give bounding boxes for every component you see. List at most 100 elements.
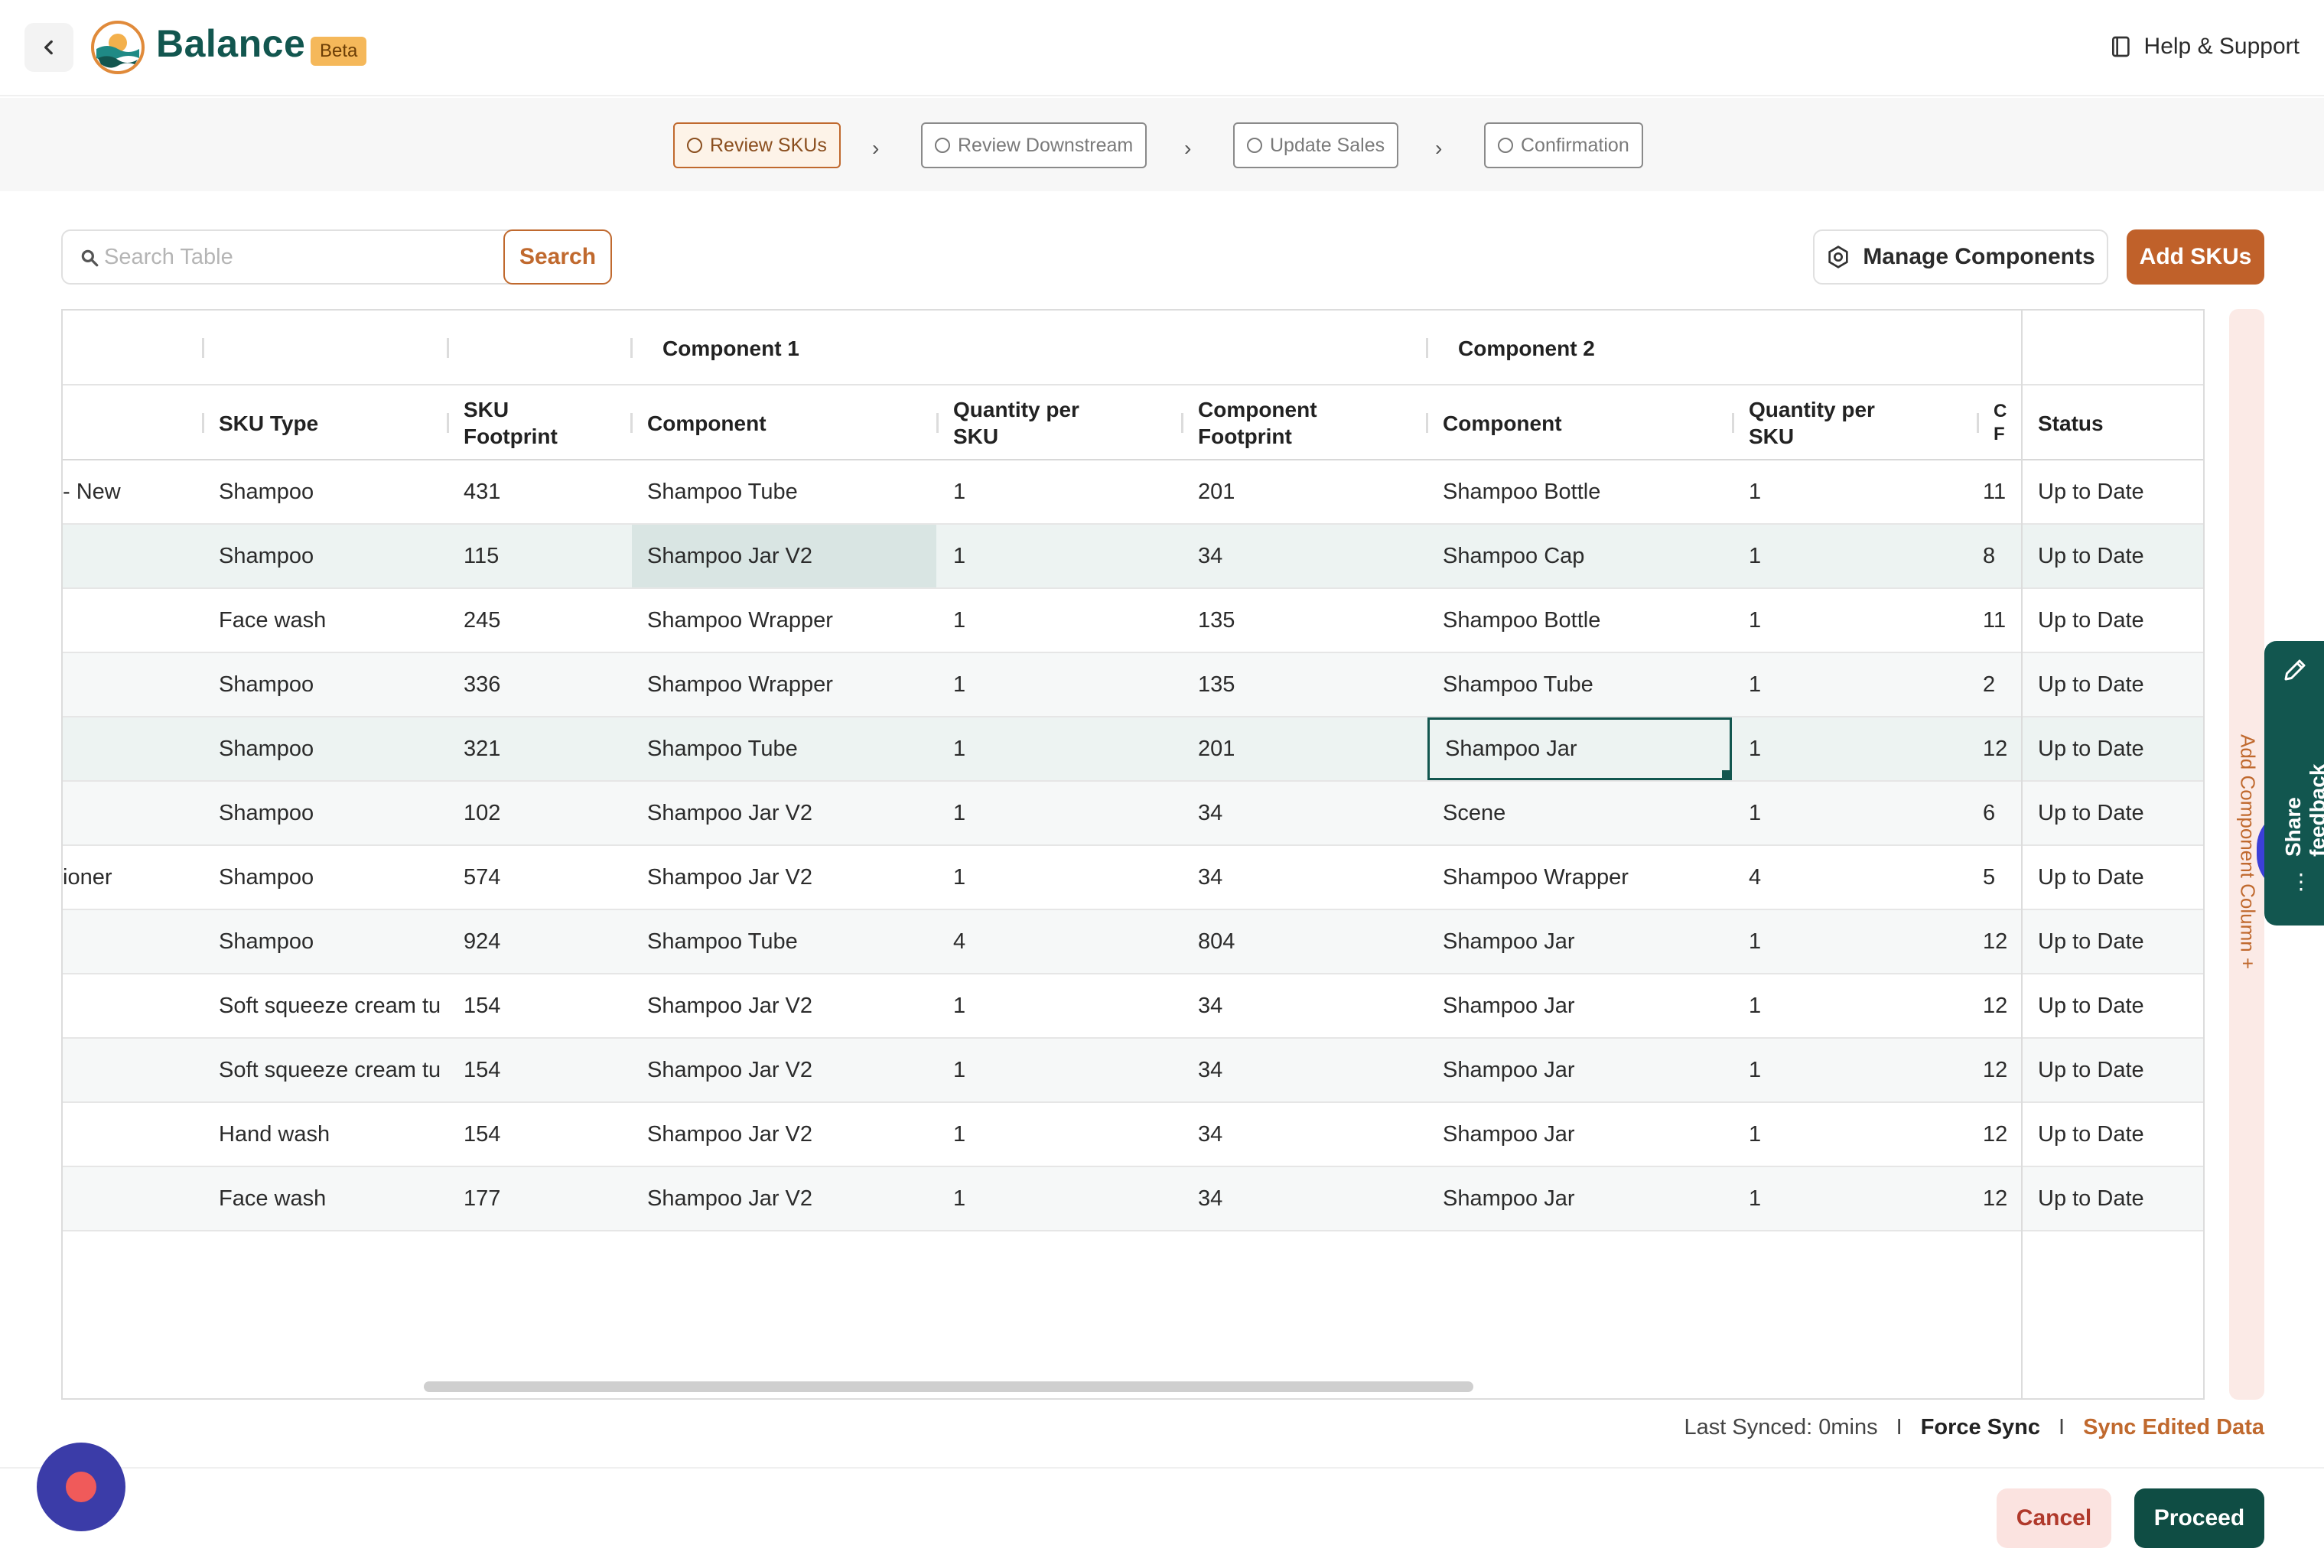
table-row[interactable]: Shampoo 336 Shampoo Wrapper 1 135 Shampoo Tub… — [63, 653, 2203, 717]
cell-sku-type[interactable]: Shampoo — [219, 479, 314, 504]
cell-sku-footprint[interactable]: 154 — [464, 1121, 501, 1147]
table-row[interactable]: Hand wash 154 Shampoo Jar V2 1 34 Shampoo Jar… — [63, 1103, 2203, 1167]
cell-c1-quantity[interactable]: 1 — [953, 800, 966, 825]
cell-c1-component[interactable]: Shampoo Wrapper — [647, 607, 833, 633]
header-sku-type[interactable]: SKU Type — [219, 411, 319, 435]
cell-sku-footprint[interactable]: 115 — [464, 543, 500, 568]
cell-c2-footprint[interactable]: 12 — [1983, 929, 2008, 954]
cell-c1-quantity[interactable]: 1 — [953, 993, 966, 1018]
cell-sku-name[interactable] — [63, 910, 202, 973]
proceed-button[interactable]: Proceed — [2134, 1488, 2264, 1548]
cell-c1-quantity[interactable]: 1 — [953, 607, 966, 633]
header-c2-footprint[interactable]: C F — [1994, 401, 2007, 444]
cell-c1-quantity[interactable]: 1 — [953, 543, 966, 568]
cell-c1-component[interactable]: Shampoo Tube — [647, 736, 798, 761]
cell-c2-footprint[interactable]: 12 — [1983, 1186, 2008, 1211]
cell-c2-component[interactable]: Shampoo Bottle — [1443, 607, 1601, 633]
cell-c1-quantity[interactable]: 4 — [953, 929, 966, 954]
search-input[interactable] — [63, 231, 503, 283]
cell-c2-footprint[interactable]: 8 — [1983, 543, 1996, 568]
cell-c1-component[interactable]: Shampoo Jar V2 — [647, 1057, 813, 1082]
add-skus-button[interactable]: Add SKUs — [2127, 229, 2264, 285]
cell-c2-footprint[interactable]: 11 — [1983, 607, 2007, 633]
share-feedback-button[interactable]: ⋮ — [2264, 641, 2324, 926]
cell-sku-name[interactable] — [63, 1039, 202, 1101]
cell-c2-quantity[interactable]: 1 — [1749, 1121, 1762, 1147]
cell-c1-footprint[interactable]: 135 — [1198, 672, 1235, 697]
cell-c2-footprint[interactable]: 5 — [1983, 864, 1996, 890]
step-confirmation[interactable]: Confirmation — [1484, 122, 1643, 168]
cell-c2-quantity[interactable]: 1 — [1749, 993, 1762, 1018]
cell-c2-quantity[interactable]: 1 — [1749, 1057, 1762, 1082]
cell-sku-type[interactable]: Face wash — [219, 1186, 327, 1211]
back-button[interactable] — [24, 23, 73, 72]
cell-sku-name[interactable] — [63, 525, 202, 587]
search-button[interactable]: Search — [503, 229, 612, 285]
header-c1-component[interactable]: Component — [647, 411, 767, 435]
cell-sku-name[interactable] — [63, 974, 202, 1037]
manage-components-button[interactable]: Manage Components — [1813, 229, 2108, 285]
cell-c2-quantity[interactable]: 1 — [1749, 607, 1762, 633]
cell-c2-component[interactable]: Scene — [1443, 800, 1506, 825]
cell-c2-component[interactable]: Shampoo Cap — [1443, 543, 1585, 568]
cell-c1-component[interactable]: Shampoo Tube — [647, 929, 798, 954]
cell-sku-name[interactable]: - New — [63, 479, 121, 504]
table-row[interactable]: Shampoo 115 Shampoo Jar V2 1 34 Shampoo Cap 1 8… — [63, 525, 2203, 589]
table-row[interactable]: - New Shampoo 431 Shampoo Tube 1 201 Shampoo B… — [63, 460, 2203, 525]
cell-c2-component[interactable]: Shampoo Tube — [1443, 672, 1593, 697]
cell-status[interactable]: Up to Date — [2038, 1121, 2144, 1147]
cell-c2-footprint[interactable]: 12 — [1983, 1121, 2008, 1147]
cell-sku-footprint[interactable]: 177 — [464, 1186, 501, 1211]
cell-c2-component[interactable]: Shampoo Bottle — [1443, 479, 1601, 504]
cell-sku-footprint[interactable]: 154 — [464, 1057, 501, 1082]
force-sync-link[interactable]: Force Sync — [1920, 1415, 2041, 1440]
cell-sku-type[interactable]: Shampoo — [219, 672, 314, 697]
cell-c1-quantity[interactable]: 1 — [953, 479, 966, 504]
cell-c1-component[interactable]: Shampoo Tube — [647, 479, 798, 504]
cell-sku-name[interactable] — [63, 1167, 202, 1230]
cell-c1-component[interactable]: Shampoo Jar V2 — [647, 1186, 813, 1211]
header-sku-footprint[interactable]: SKU Footprint — [464, 398, 558, 448]
horizontal-scrollbar[interactable] — [424, 1381, 1473, 1392]
cell-c1-footprint[interactable]: 135 — [1198, 607, 1235, 633]
cell-c1-component[interactable]: Shampoo Jar V2 — [647, 864, 813, 890]
cell-status[interactable]: Up to Date — [2038, 993, 2144, 1018]
cell-sku-type[interactable]: Shampoo — [219, 800, 314, 825]
help-support-link[interactable]: Help & Support — [2109, 34, 2300, 60]
cell-c2-component[interactable]: Shampoo Jar — [1443, 993, 1575, 1018]
sync-edited-data-link[interactable]: Sync Edited Data — [2083, 1415, 2264, 1440]
cell-status[interactable]: Up to Date — [2038, 929, 2144, 954]
header-c2-component[interactable]: Component — [1443, 411, 1562, 435]
cell-status[interactable]: Up to Date — [2038, 864, 2144, 890]
cell-c1-component[interactable]: Shampoo Wrapper — [647, 672, 833, 697]
cell-c2-quantity[interactable]: 1 — [1749, 1186, 1762, 1211]
cell-sku-type[interactable]: Face wash — [219, 607, 327, 633]
cell-c1-footprint[interactable]: 34 — [1198, 864, 1223, 890]
cell-c1-quantity[interactable]: 1 — [953, 672, 966, 697]
cell-sku-name[interactable] — [63, 589, 202, 652]
cell-status[interactable]: Up to Date — [2038, 543, 2144, 568]
cell-sku-type[interactable]: Soft squeeze cream tu — [219, 993, 441, 1018]
record-button[interactable] — [37, 1443, 125, 1531]
cell-sku-name[interactable] — [63, 782, 202, 844]
cell-sku-type[interactable]: Shampoo — [219, 543, 314, 568]
cell-status[interactable]: Up to Date — [2038, 479, 2144, 504]
cell-c2-footprint[interactable]: 11 — [1983, 479, 2007, 504]
cell-sku-footprint[interactable]: 245 — [464, 607, 501, 633]
cell-c1-footprint[interactable]: 201 — [1198, 736, 1235, 761]
cell-c1-footprint[interactable]: 201 — [1198, 479, 1235, 504]
cell-c2-component[interactable]: Shampoo Jar — [1427, 717, 1732, 780]
table-row[interactable]: Face wash 245 Shampoo Wrapper 1 135 Shampoo B… — [63, 589, 2203, 653]
header-c1-footprint[interactable]: Component Footprint — [1198, 398, 1317, 448]
table-row[interactable]: Soft squeeze cream tu 154 Shampoo Jar V2 1 3… — [63, 1039, 2203, 1103]
cell-sku-name[interactable] — [63, 1103, 202, 1166]
table-row[interactable]: Shampoo 321 Shampoo Tube 1 201 Shampoo Jar 1 12… — [63, 717, 2203, 782]
cell-c2-footprint[interactable]: 2 — [1983, 672, 1996, 697]
cell-c1-quantity[interactable]: 1 — [953, 1186, 966, 1211]
header-c2-quantity[interactable]: Quantity per SKU — [1749, 398, 1875, 448]
cell-c1-quantity[interactable]: 1 — [953, 1057, 966, 1082]
cell-c1-quantity[interactable]: 1 — [953, 736, 966, 761]
cell-c2-footprint[interactable]: 12 — [1983, 993, 2008, 1018]
cell-status[interactable]: Up to Date — [2038, 1057, 2144, 1082]
step-update-sales[interactable]: Update Sales — [1233, 122, 1399, 168]
